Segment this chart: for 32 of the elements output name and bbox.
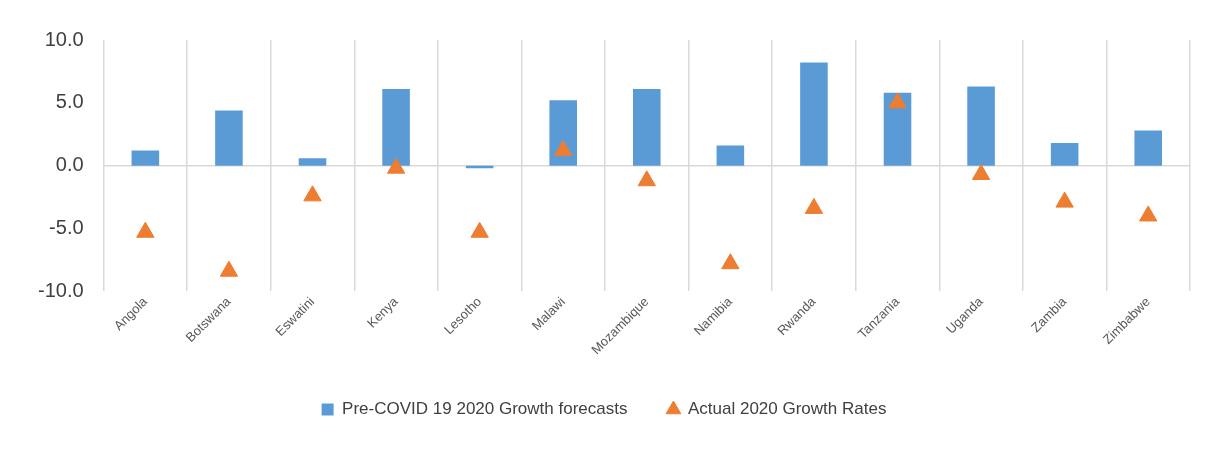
bar	[633, 89, 661, 166]
bar	[1134, 130, 1162, 166]
point	[1055, 191, 1074, 208]
y-tick-label: 0.0	[55, 153, 84, 176]
bar	[967, 86, 995, 166]
legend-label: Pre-COVID 19 2020 Growth forecasts	[342, 399, 628, 419]
bar	[382, 89, 410, 166]
point	[470, 221, 489, 238]
point	[721, 253, 740, 270]
point	[136, 221, 155, 238]
point	[804, 197, 824, 214]
bar	[131, 150, 160, 166]
point	[971, 163, 991, 180]
bar	[298, 158, 327, 166]
point	[303, 185, 322, 202]
point	[386, 157, 406, 174]
point	[1139, 205, 1158, 222]
point	[888, 92, 907, 109]
bar	[549, 100, 578, 166]
point	[219, 260, 239, 277]
point	[554, 140, 573, 157]
y-tick-label: 10.0	[44, 27, 84, 50]
y-tick-label: -10.0	[37, 278, 84, 301]
bar	[716, 145, 745, 166]
bar	[883, 92, 912, 166]
bar	[800, 62, 828, 166]
bar	[215, 110, 243, 166]
point	[637, 170, 656, 187]
y-tick-label: 5.0	[55, 90, 84, 113]
y-tick-label: -5.0	[49, 216, 84, 239]
legend-label: Actual 2020 Growth Rates	[687, 399, 887, 419]
bar	[1050, 143, 1079, 166]
